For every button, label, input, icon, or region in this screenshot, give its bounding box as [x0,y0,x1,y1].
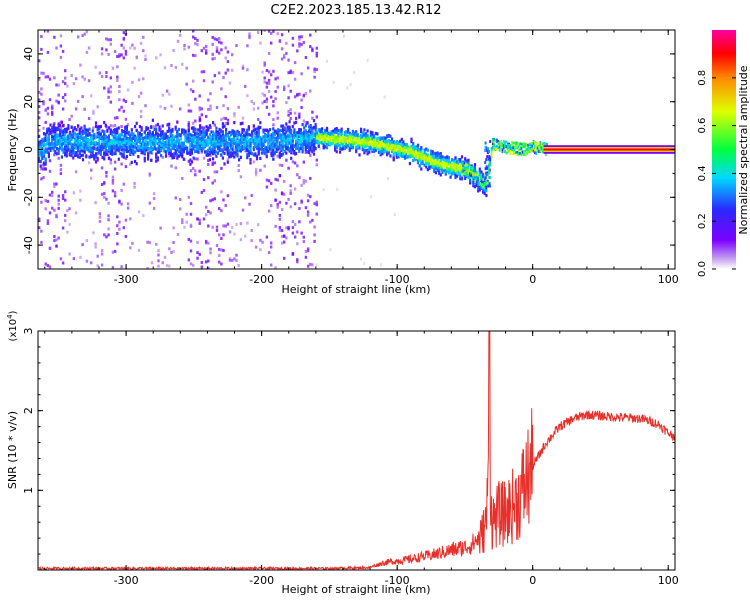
snr-frame [37,330,676,571]
colorbar-tick-label: 0.4 [697,165,708,181]
colorbar-ticks: 0.0 0.2 0.4 0.6 0.8 [697,70,736,277]
y-tick-label: 40 [22,47,35,61]
x-tick-label: 100 [658,574,679,587]
y-tick-label: 2 [22,407,35,414]
x-tick-label: 0 [529,574,536,587]
y-tick-label: 3 [22,328,35,335]
snr-y-label: SNR (10 * v/v) [6,411,19,489]
colorbar: 0.0 0.2 0.4 0.6 0.8 Normalized spectral ampl… [697,30,750,277]
spectrogram-y-label: Frequency (Hz) [6,109,19,192]
snr-x-label: Height of straight line (km) [281,583,430,596]
colorbar-tick-label: 0.6 [697,118,708,134]
snr-panel: -300 -200 -100 0 100 1 2 3 Height of straight l… [6,310,679,596]
x-tick-label: 100 [658,273,679,286]
colorbar-gradient [712,30,736,269]
snr-y-scale: (x104) [6,310,19,341]
colorbar-tick-label: 0.2 [697,213,708,229]
y-tick-label: 1 [22,487,35,494]
x-tick-label: -100 [385,273,410,286]
x-tick-label: -200 [249,273,274,286]
y-tick-label: -20 [22,188,35,206]
snr-axes: -300 -200 -100 0 100 1 2 3 [22,328,679,588]
colorbar-tick-label: 0.0 [697,261,708,277]
x-tick-label: -100 [385,574,410,587]
snr-series-line [38,331,675,570]
x-tick-label: -200 [249,574,274,587]
colorbar-tick-label: 0.8 [697,70,708,86]
figure-title: C2E2.2023.185.13.42.R12 [270,3,441,18]
x-tick-label: 0 [529,273,536,286]
colorbar-label: Normalized spectral amplitude [737,65,750,234]
spectrogram-heatmap [38,30,675,269]
y-tick-label: 0 [22,146,35,153]
spectrogram-x-label: Height of straight line (km) [281,283,430,296]
y-tick-label: -40 [22,236,35,254]
y-tick-label: 20 [22,95,35,109]
x-tick-label: -300 [114,574,139,587]
x-tick-label: -300 [114,273,139,286]
